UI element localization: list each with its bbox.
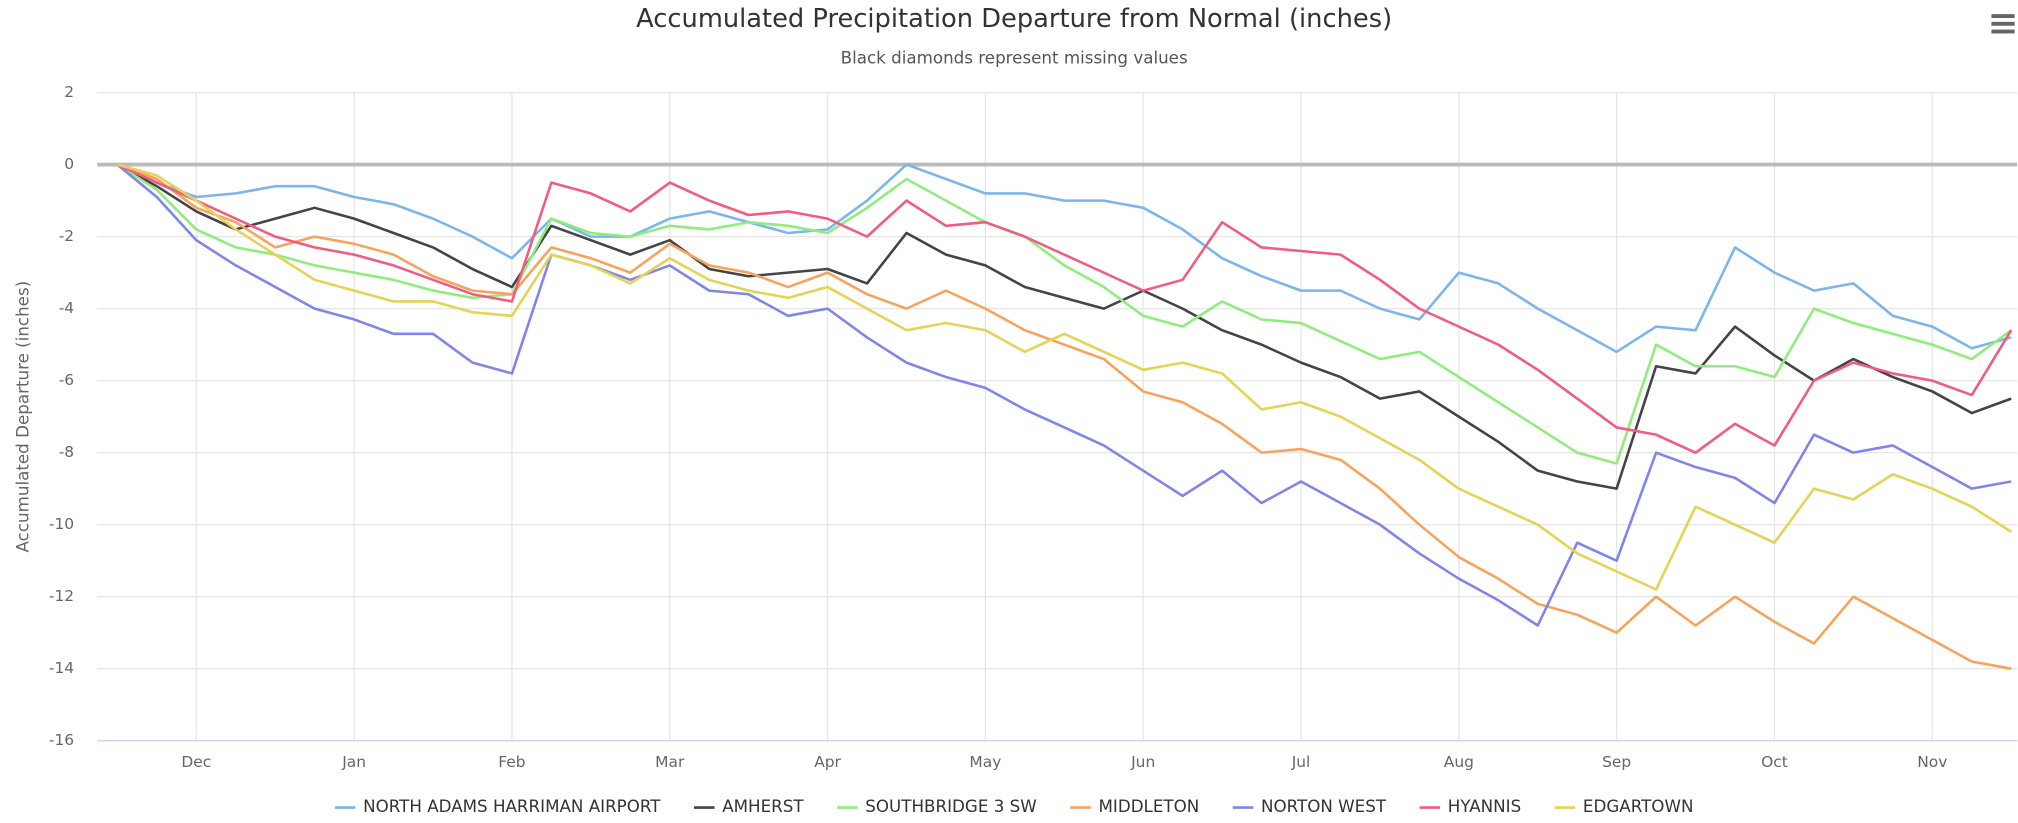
legend-label: HYANNIS — [1448, 796, 1521, 816]
y-tick-label: 2 — [64, 83, 74, 101]
y-tick-label: -4 — [59, 299, 74, 317]
menu-bar — [1991, 21, 2015, 26]
menu-bar — [1991, 14, 2015, 19]
x-tick-label: Feb — [498, 753, 525, 771]
y-tick-label: -14 — [49, 659, 74, 677]
legend-item[interactable]: NORTH ADAMS HARRIMAN AIRPORT — [334, 796, 661, 816]
x-tick-label: May — [969, 753, 1001, 771]
legend-label: AMHERST — [722, 796, 804, 816]
x-tick-label: Jul — [1291, 753, 1311, 771]
x-tick-label: Jan — [341, 753, 366, 771]
chart-title: Accumulated Precipitation Departure from… — [636, 4, 1392, 34]
legend: NORTH ADAMS HARRIMAN AIRPORT AMHERST SOUTH… — [334, 796, 1694, 816]
series-line — [116, 163, 2013, 454]
legend-item[interactable]: AMHERST — [693, 796, 804, 816]
menu-button[interactable] — [1991, 14, 2015, 34]
y-tick-label: 0 — [64, 155, 74, 173]
x-tick-label: Mar — [655, 753, 685, 771]
y-tick-label: -10 — [49, 515, 74, 533]
x-tick-label: Dec — [181, 753, 211, 771]
y-axis-title: Accumulated Departure (inches) — [12, 281, 32, 553]
y-tick-label: -16 — [49, 731, 74, 749]
y-tick-label: -6 — [59, 371, 74, 389]
menu-bar — [1991, 29, 2015, 34]
legend-label: NORTH ADAMS HARRIMAN AIRPORT — [363, 796, 661, 816]
legend-label: NORTON WEST — [1261, 796, 1387, 816]
x-tick-label: Apr — [814, 753, 841, 771]
series-line — [116, 163, 2013, 465]
x-tick-label: Nov — [1917, 753, 1947, 771]
series-line — [116, 163, 2012, 670]
series-line — [116, 163, 2012, 354]
series-line — [116, 163, 2012, 591]
legend-label: SOUTHBRIDGE 3 SW — [865, 796, 1036, 816]
legend-label: MIDDLETON — [1099, 796, 1200, 816]
legend-label: EDGARTOWN — [1583, 796, 1694, 816]
y-tick-label: -2 — [59, 227, 74, 245]
x-tick-label: Aug — [1444, 753, 1474, 771]
series-line — [116, 163, 2012, 627]
x-tick-label: Sep — [1602, 753, 1631, 771]
legend-item[interactable]: EDGARTOWN — [1554, 796, 1694, 816]
x-tick-label: Oct — [1761, 753, 1788, 771]
legend-item[interactable]: NORTON WEST — [1232, 796, 1387, 816]
series-line — [116, 163, 2012, 490]
y-tick-label: -12 — [49, 587, 74, 605]
chart-subtitle: Black diamonds represent missing values — [841, 48, 1188, 68]
legend-item[interactable]: HYANNIS — [1419, 796, 1521, 816]
legend-item[interactable]: MIDDLETON — [1070, 796, 1199, 816]
x-tick-label: Jun — [1130, 753, 1155, 771]
legend-item[interactable]: SOUTHBRIDGE 3 SW — [837, 796, 1037, 816]
y-tick-label: -8 — [59, 443, 74, 461]
